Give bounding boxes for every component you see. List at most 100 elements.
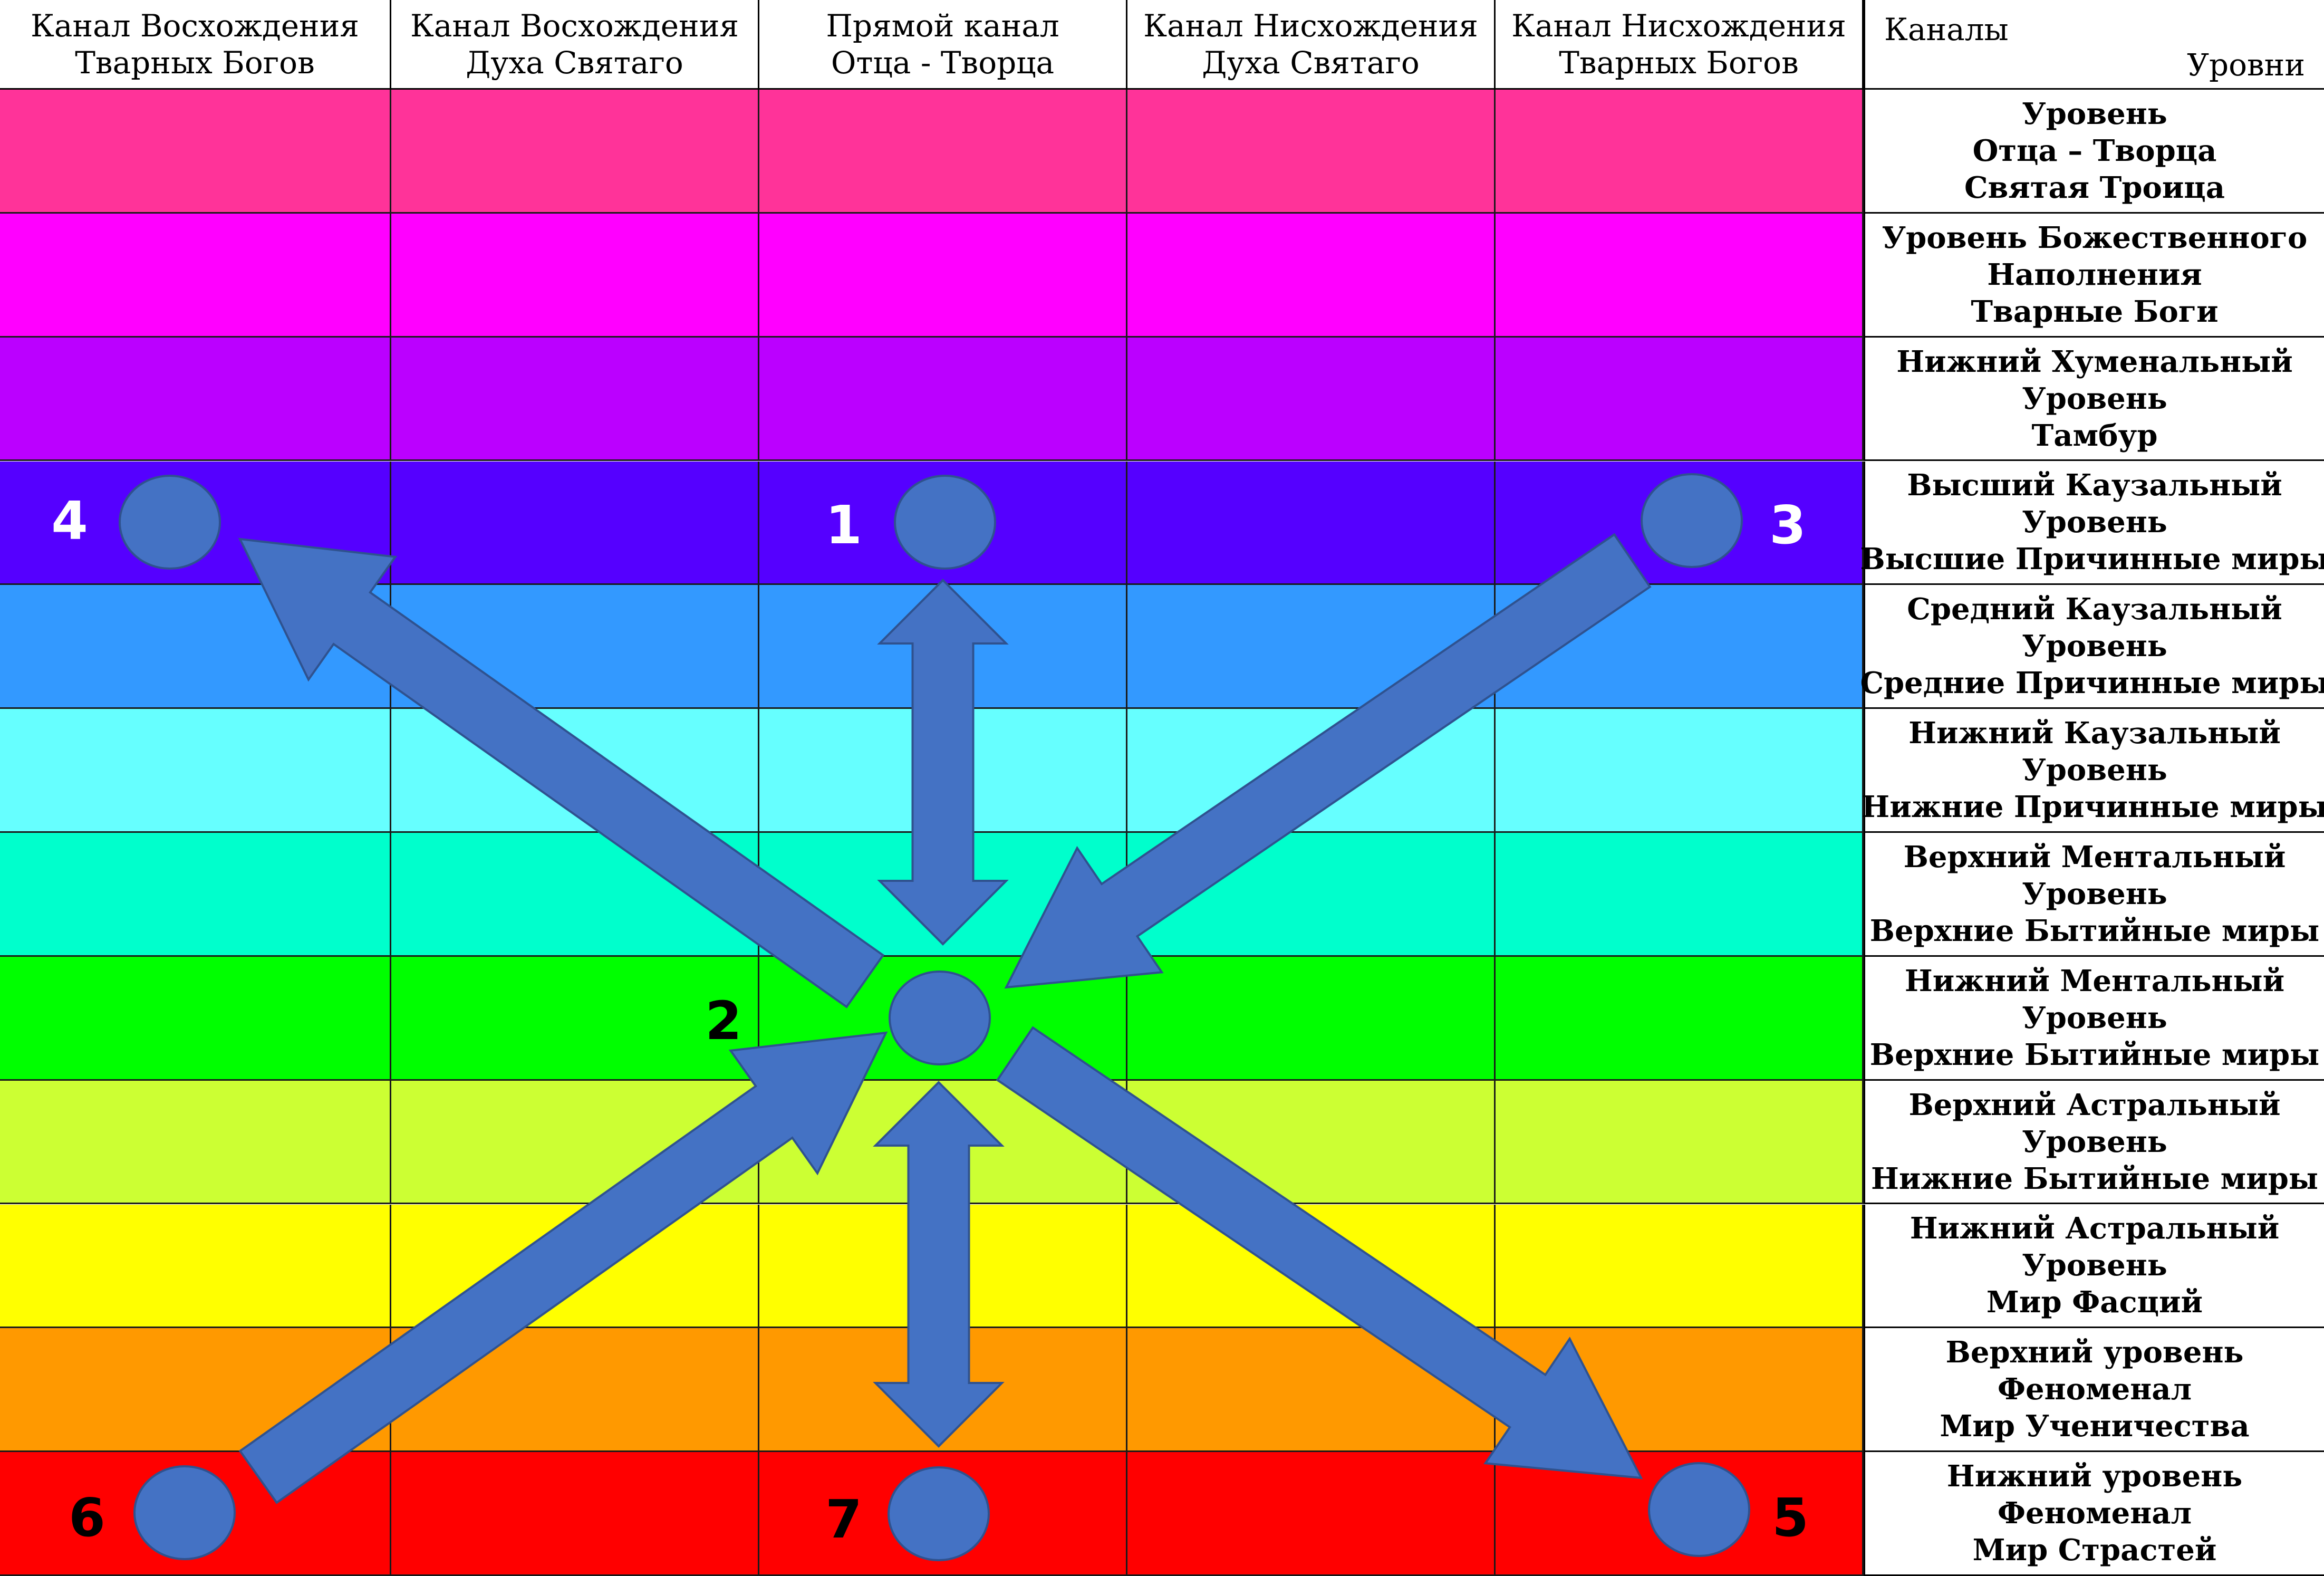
level-cell bbox=[1127, 90, 1496, 214]
level-cell bbox=[391, 956, 759, 1081]
column-header-descent-created-gods: Канал Нисхождения Тварных Богов bbox=[1496, 0, 1864, 90]
level-label-line: Мир Ученичества bbox=[1940, 1409, 2250, 1444]
level-cell bbox=[0, 213, 391, 338]
level-cell bbox=[1496, 90, 1864, 214]
level-label-line: Нижний Ментальный bbox=[1904, 963, 2285, 998]
node-circle-3 bbox=[1641, 473, 1743, 568]
column-header-line: Канал Восхождения bbox=[410, 7, 739, 44]
double-arrow-2-7 bbox=[873, 1081, 1005, 1448]
level-label-line: Нижний Каузальный bbox=[1908, 716, 2281, 751]
level-cell bbox=[759, 90, 1127, 214]
node-circle-1 bbox=[894, 475, 996, 570]
level-cell bbox=[1496, 1080, 1864, 1205]
node-circle-7 bbox=[888, 1466, 990, 1561]
column-header-ascent-holy-spirit: Канал Восхождения Духа Святаго bbox=[391, 0, 759, 90]
level-label-line: Нижний Хуменальный bbox=[1896, 344, 2293, 379]
level-cell bbox=[1127, 461, 1496, 585]
level-label-line: Мир Фасций bbox=[1986, 1285, 2203, 1320]
level-cell bbox=[1496, 213, 1864, 338]
level-cell bbox=[759, 337, 1127, 462]
level-cell bbox=[0, 1080, 391, 1205]
level-cell bbox=[759, 213, 1127, 338]
level-label-line: Феноменал bbox=[1997, 1372, 2192, 1407]
column-header-line: Духа Святаго bbox=[466, 44, 683, 81]
level-label-line: Средний Каузальный bbox=[1907, 592, 2282, 627]
node-number-3: 3 bbox=[1769, 494, 1806, 556]
level-label: Верхний Астральный Уровень Нижние Бытийные… bbox=[1864, 1080, 2324, 1205]
column-header-line: Тварных Богов bbox=[75, 44, 315, 81]
level-label: Уровень Отца – Творца Святая Троица bbox=[1864, 90, 2324, 214]
column-header-line: Канал Нисхождения bbox=[1511, 7, 1846, 44]
level-cell bbox=[1127, 956, 1496, 1081]
level-label-line: Мир Страстей bbox=[1972, 1533, 2217, 1568]
level-label: Нижний Хуменальный Уровень Тамбур bbox=[1864, 337, 2324, 462]
node-circle-6 bbox=[133, 1465, 236, 1560]
level-label-line: Верхние Бытийные миры bbox=[1869, 913, 2320, 948]
level-label-line: Высший Каузальный bbox=[1907, 468, 2282, 503]
level-label-line: Средние Причинные миры bbox=[1860, 666, 2324, 701]
level-label-line: Феноменал bbox=[1997, 1496, 2192, 1531]
level-label-line: Нижние Причинные миры bbox=[1862, 790, 2324, 825]
level-cell bbox=[391, 337, 759, 462]
level-label: Уровень Божественного Наполнения Тварные Б… bbox=[1864, 213, 2324, 338]
level-cell bbox=[1127, 213, 1496, 338]
node-number-4: 4 bbox=[51, 490, 88, 552]
column-header-line: Духа Святаго bbox=[1202, 44, 1420, 81]
level-label-line: Святая Троица bbox=[1964, 170, 2225, 205]
level-label-line: Нижний Астральный bbox=[1910, 1211, 2280, 1246]
level-cell bbox=[1496, 956, 1864, 1081]
level-label-line: Тварные Боги bbox=[1971, 294, 2219, 329]
level-cell bbox=[391, 1452, 759, 1576]
level-cell bbox=[1127, 1452, 1496, 1576]
level-cell bbox=[0, 833, 391, 957]
column-header-line: Канал Нисхождения bbox=[1143, 7, 1478, 44]
arrow-3-2 bbox=[1004, 533, 1652, 989]
node-circle-4 bbox=[119, 475, 221, 570]
level-label-line: Уровень bbox=[2022, 1124, 2167, 1159]
node-number-7: 7 bbox=[825, 1488, 862, 1550]
level-label-line: Верхний уровень bbox=[1945, 1335, 2244, 1370]
node-number-6: 6 bbox=[69, 1487, 105, 1549]
level-label-line: Верхний Ментальный bbox=[1903, 839, 2286, 875]
level-label-line: Нижний уровень bbox=[1946, 1459, 2243, 1494]
level-label-line: Уровень bbox=[2022, 876, 2167, 911]
level-label: Нижний уровень Феноменал Мир Страстей bbox=[1864, 1452, 2324, 1576]
level-label-line: Уровень bbox=[2022, 96, 2167, 131]
column-header-line: Отца - Творца bbox=[831, 44, 1055, 81]
level-label-line: Уровень bbox=[2022, 505, 2167, 540]
channels-label: Каналы bbox=[1884, 12, 2009, 47]
level-label: Нижний Каузальный Уровень Нижние Причинные… bbox=[1862, 709, 2324, 833]
level-cell bbox=[1496, 709, 1864, 833]
level-label-line: Отца – Творца bbox=[1972, 133, 2217, 168]
column-header-line: Канал Восхождения bbox=[31, 7, 359, 44]
level-cell bbox=[1127, 337, 1496, 462]
level-cell bbox=[391, 461, 759, 585]
level-cell bbox=[0, 956, 391, 1081]
level-label-line: Высшие Причинные миры bbox=[1860, 542, 2324, 577]
level-label-line: Верхний Астральный bbox=[1908, 1087, 2281, 1122]
level-label: Верхний Ментальный Уровень Верхние Бытийны… bbox=[1864, 833, 2324, 957]
level-cell bbox=[0, 90, 391, 214]
node-number-1: 1 bbox=[825, 494, 862, 556]
level-label-line: Уровень Божественного bbox=[1882, 220, 2308, 255]
node-number-2: 2 bbox=[705, 990, 742, 1052]
level-cell bbox=[0, 1204, 391, 1329]
level-label-line: Уровень bbox=[2022, 1000, 2167, 1035]
level-label-line: Уровень bbox=[2022, 381, 2167, 416]
arrow-6-2 bbox=[238, 1031, 888, 1504]
level-label-line: Верхние Бытийные миры bbox=[1869, 1037, 2320, 1072]
level-cell bbox=[1496, 1204, 1864, 1329]
node-circle-5 bbox=[1648, 1462, 1750, 1557]
level-cell bbox=[1496, 337, 1864, 462]
level-label: Нижний Астральный Уровень Мир Фасций bbox=[1864, 1204, 2324, 1329]
level-cell bbox=[0, 337, 391, 462]
level-label-line: Уровень bbox=[2022, 1248, 2167, 1283]
column-header-line: Прямой канал bbox=[826, 7, 1059, 44]
level-label: Средний Каузальный Уровень Средние Причинн… bbox=[1860, 585, 2324, 709]
arrow-2-4 bbox=[238, 537, 885, 1008]
level-label-line: Уровень bbox=[2022, 629, 2167, 664]
column-header-direct-channel: Прямой канал Отца - Творца bbox=[759, 0, 1127, 90]
level-label-line: Нижние Бытийные миры bbox=[1870, 1161, 2319, 1196]
node-circle-2 bbox=[889, 970, 991, 1065]
